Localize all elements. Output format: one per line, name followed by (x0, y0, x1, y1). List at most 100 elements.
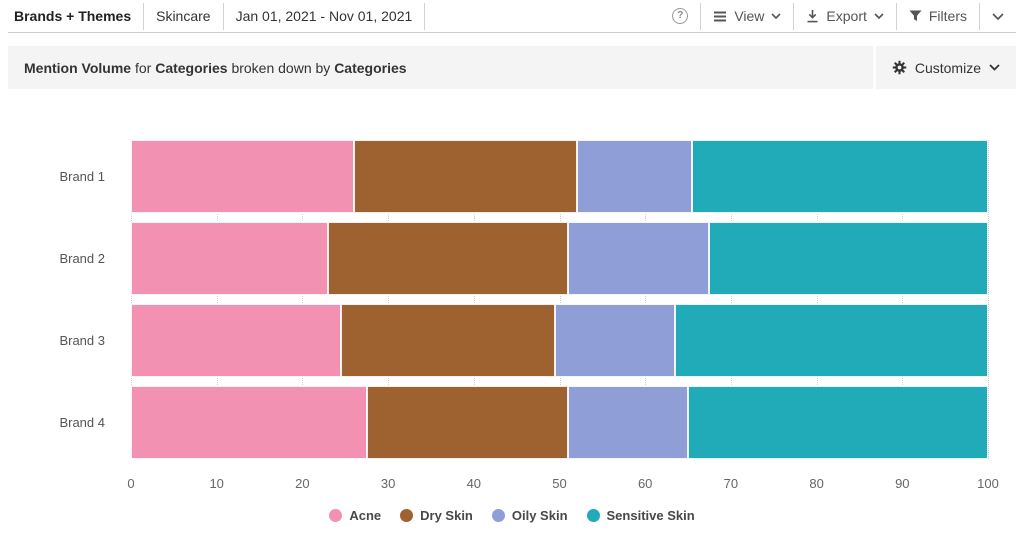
bar-segment[interactable] (688, 386, 988, 459)
x-axis-tick-label: 10 (209, 476, 224, 491)
gridline (388, 140, 390, 459)
bar-segment[interactable] (131, 386, 367, 459)
toolbar-left: Brands + Themes Skincare Jan 01, 2021 - … (8, 0, 426, 32)
date-range-picker[interactable]: Jan 01, 2021 - Nov 01, 2021 (235, 8, 413, 24)
chart-legend: Acne Dry Skin Oily Skin Sensitive Skin (0, 508, 1024, 523)
gridline (473, 140, 475, 459)
bar-segment[interactable] (131, 222, 329, 295)
filters-button[interactable]: Filters (897, 8, 979, 24)
chart-title-connector2: broken down by (227, 59, 335, 76)
bar-segment[interactable] (568, 222, 710, 295)
stacked-bar-chart: Brand 1 Brand 2 Brand 3 Brand 4 0 10 20 30 40 50… (0, 140, 1024, 540)
bar-segment[interactable] (131, 140, 354, 213)
more-options-button[interactable] (980, 12, 1016, 20)
funnel-icon (909, 10, 922, 21)
divider (424, 2, 426, 30)
chevron-down-icon (989, 64, 1000, 71)
customize-button[interactable]: Customize (872, 46, 1016, 89)
gridline (988, 140, 989, 459)
divider (895, 2, 897, 30)
legend-item[interactable]: Sensitive Skin (586, 508, 695, 523)
divider (143, 2, 145, 30)
x-axis-tick-label: 30 (380, 476, 396, 491)
filters-button-label: Filters (928, 8, 967, 24)
x-axis-tick-label: 100 (977, 476, 999, 491)
x-axis-tick-label: 40 (466, 476, 482, 491)
x-axis-tick-label: 90 (895, 476, 910, 491)
legend-swatch-icon (400, 509, 414, 522)
bar-row (131, 304, 988, 377)
bar-segment[interactable] (366, 386, 569, 459)
bar-segment[interactable] (675, 304, 988, 377)
x-axis-tick-label: 80 (809, 476, 824, 491)
export-button[interactable]: Export (794, 8, 895, 24)
divider (979, 2, 980, 30)
help-button[interactable]: ? (660, 8, 700, 24)
x-axis-tick-label: 20 (295, 476, 310, 491)
toolbar-right: ? View Export (660, 0, 1016, 32)
toolbar: Brands + Themes Skincare Jan 01, 2021 - … (8, 0, 1016, 33)
chart-title: Mention Volume for Categories broken dow… (8, 46, 407, 89)
view-button[interactable]: View (701, 8, 793, 24)
legend-label: Oily Skin (511, 508, 568, 523)
gridline (816, 140, 818, 459)
view-button-label: View (734, 8, 765, 24)
legend-item[interactable]: Oily Skin (491, 508, 568, 523)
legend-label: Dry Skin (420, 508, 473, 523)
gridline (216, 140, 218, 459)
gridline (902, 140, 904, 459)
x-axis-tick-label: 60 (637, 476, 653, 491)
bar-row (131, 140, 988, 213)
help-icon: ? (672, 8, 689, 24)
legend-item[interactable]: Acne (329, 508, 381, 523)
gridline (645, 140, 647, 459)
chevron-down-icon (992, 12, 1004, 20)
bar-segment[interactable] (576, 140, 693, 213)
legend-label: Sensitive Skin (606, 508, 695, 523)
export-button-label: Export (826, 8, 867, 24)
bar-segment[interactable] (353, 140, 577, 213)
chevron-down-icon (771, 13, 781, 19)
y-axis-label: Brand 1 (59, 169, 105, 184)
bar-segment[interactable] (568, 386, 689, 459)
list-icon (714, 11, 727, 21)
customize-button-label: Customize (914, 59, 981, 76)
y-axis-label: Brand 2 (59, 251, 105, 266)
gridline (559, 140, 561, 459)
y-axis-label: Brand 3 (59, 333, 105, 348)
legend-swatch-icon (586, 509, 600, 522)
tab-brands-themes[interactable]: Brands + Themes (14, 8, 132, 24)
chart-title-metric: Mention Volume (24, 59, 132, 76)
tab-skincare[interactable]: Skincare (156, 8, 211, 24)
download-icon (807, 10, 818, 23)
divider (222, 2, 224, 30)
gridline (302, 140, 304, 459)
legend-swatch-icon (491, 509, 505, 522)
bar-segment[interactable] (692, 140, 988, 213)
chart-title-connector: for (131, 59, 156, 76)
legend-label: Acne (349, 508, 382, 523)
gear-icon (892, 60, 907, 75)
bar-segment[interactable] (328, 222, 569, 295)
bar-segment[interactable] (340, 304, 556, 377)
bar-row (131, 222, 988, 295)
legend-item[interactable]: Dry Skin (400, 508, 473, 523)
y-axis-label: Brand 4 (59, 415, 105, 430)
plot-area (131, 140, 989, 459)
x-axis-tick-label: 70 (723, 476, 739, 491)
legend-swatch-icon (329, 509, 343, 522)
x-axis-tick-label: 0 (127, 476, 135, 491)
gridline (730, 140, 732, 459)
chevron-down-icon (874, 13, 884, 19)
bar-segment[interactable] (131, 304, 341, 377)
gridline (131, 140, 132, 459)
bar-segment[interactable] (555, 304, 676, 377)
divider (700, 2, 702, 30)
bar-row (131, 386, 988, 459)
divider (793, 2, 795, 30)
chart-header: Mention Volume for Categories broken dow… (8, 46, 1016, 89)
x-axis-tick-label: 50 (552, 476, 567, 491)
bar-segment[interactable] (709, 222, 988, 295)
chart-title-breakdown: Categories (334, 59, 407, 76)
chart-title-group: Categories (155, 59, 228, 76)
